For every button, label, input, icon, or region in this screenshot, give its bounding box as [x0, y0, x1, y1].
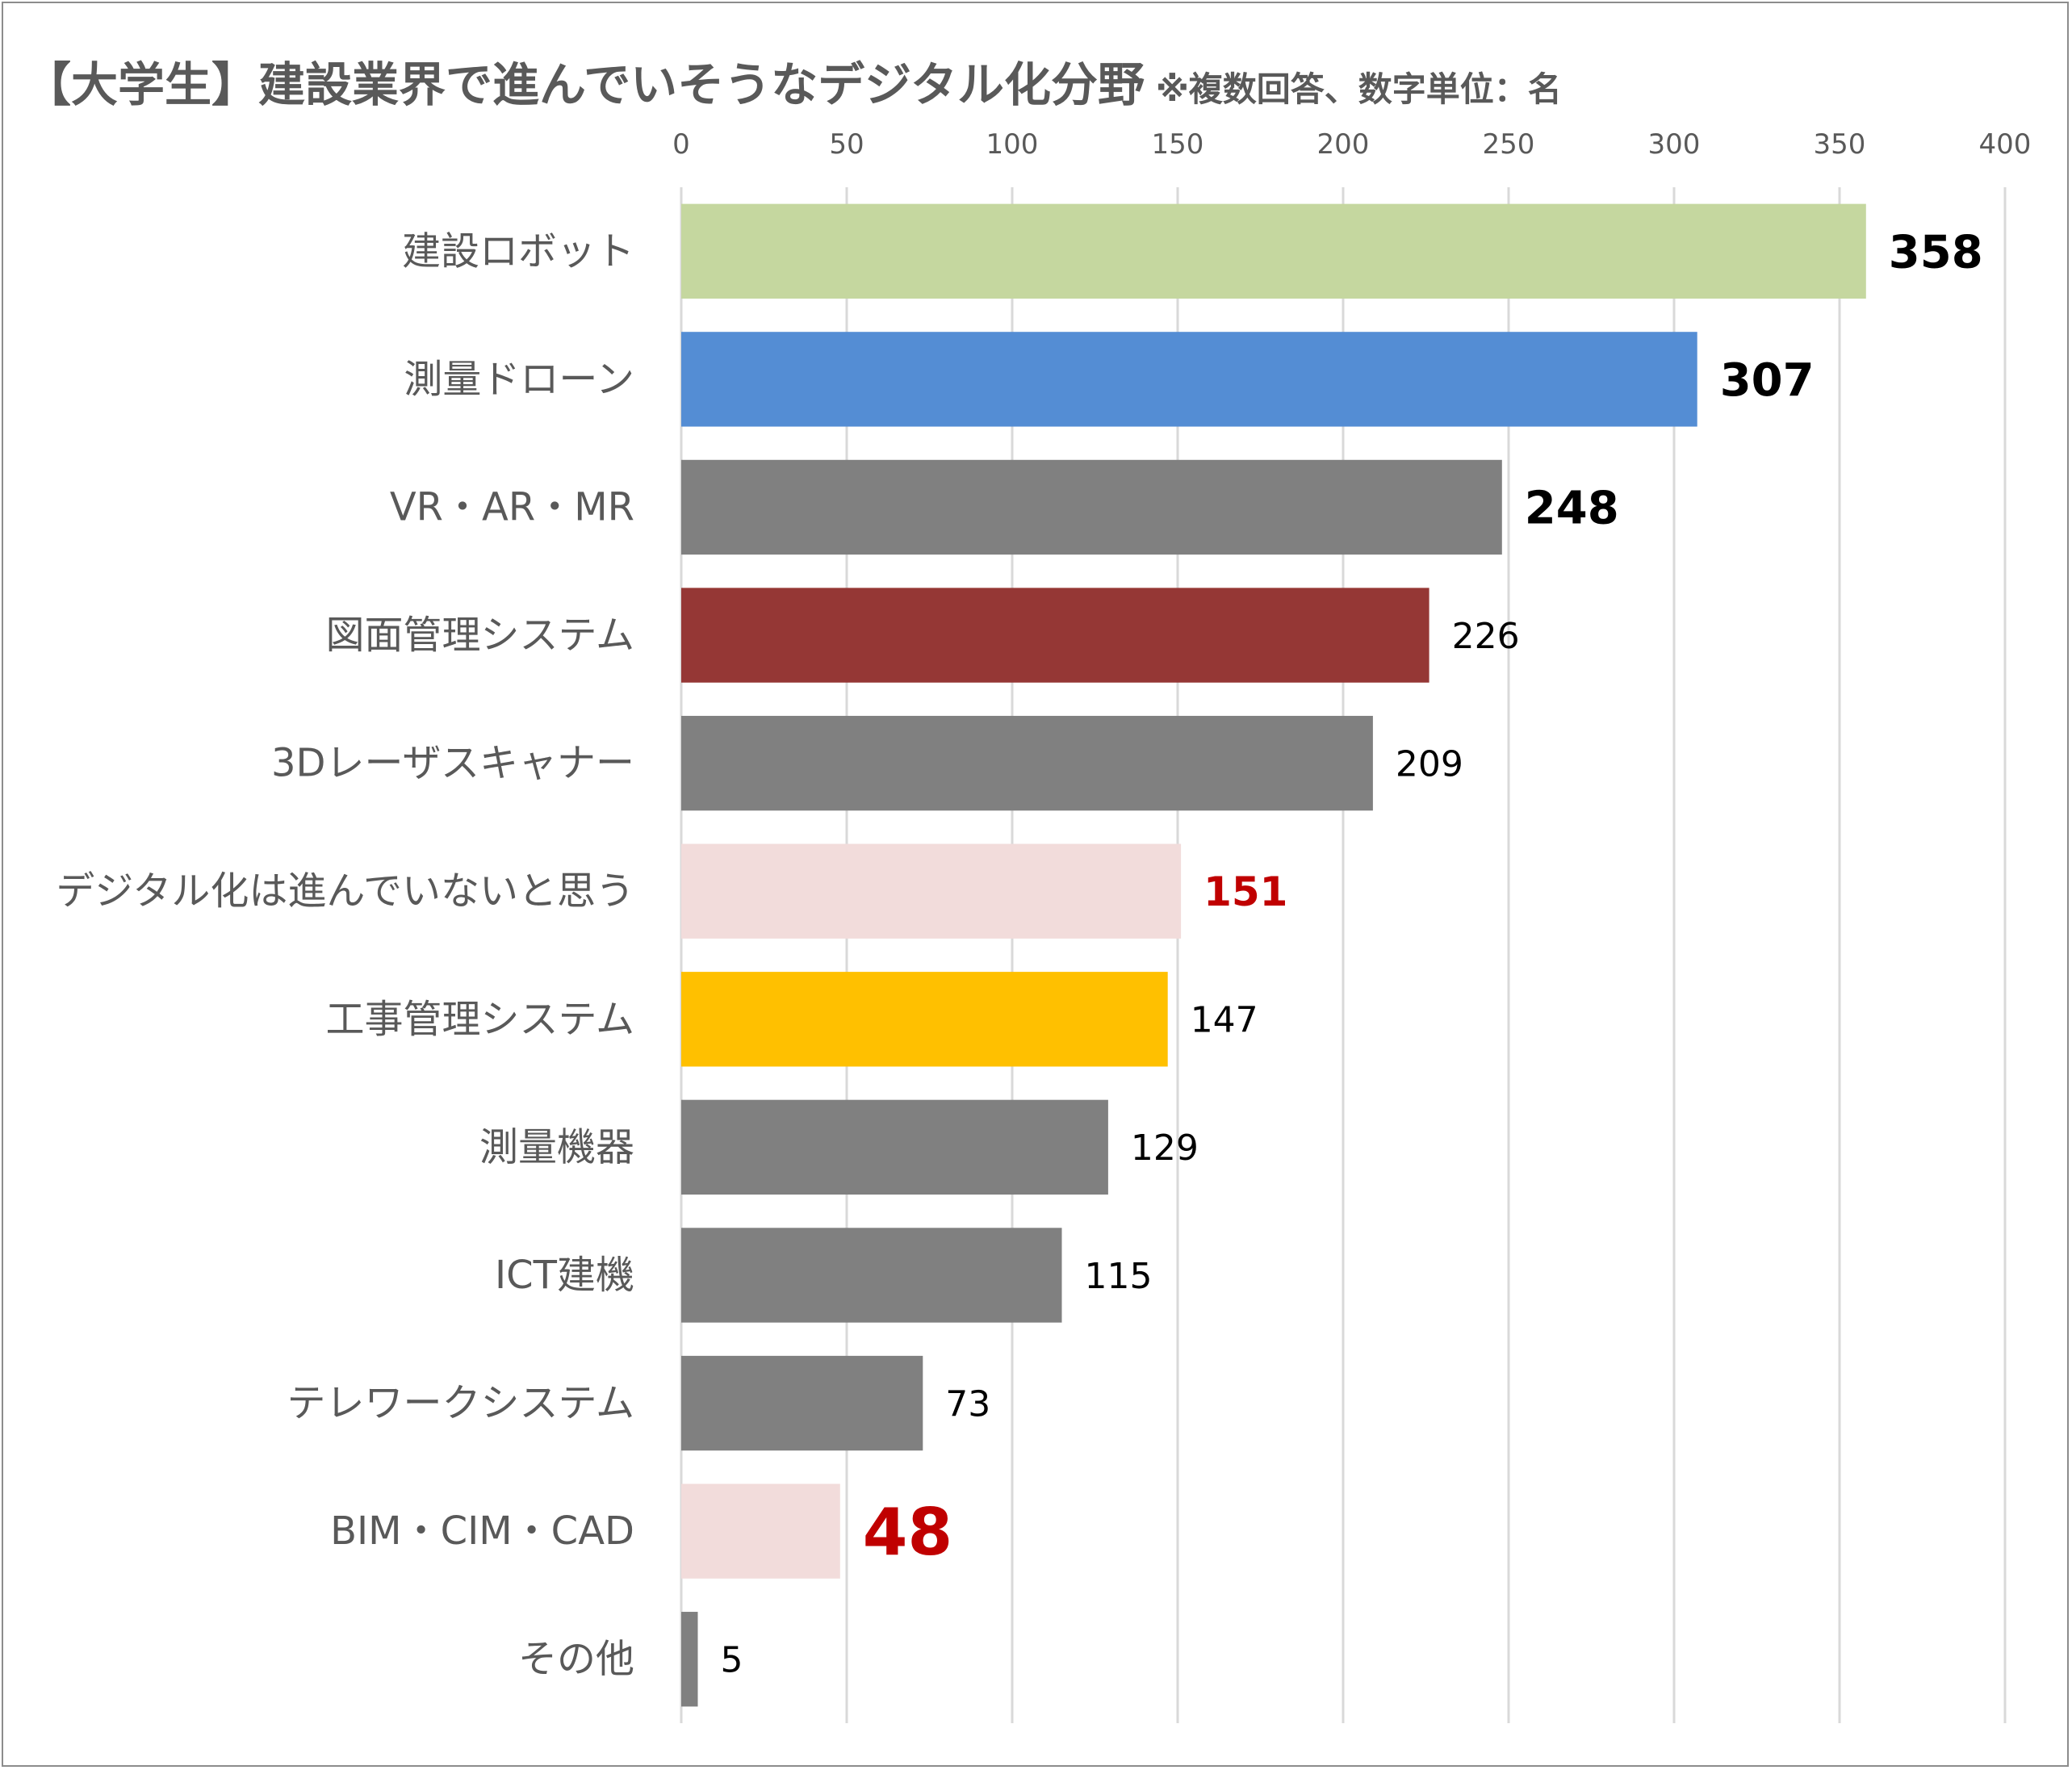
bar [681, 843, 1182, 939]
category-label: その他 [518, 1637, 634, 1682]
bar [681, 588, 1429, 683]
category-label: 図面管理システム [325, 613, 634, 658]
data-label: 307 [1720, 354, 1815, 407]
x-tick-label: 400 [1979, 128, 2032, 161]
chart-title-block: 【大学生】建設業界で進んでいそうなデジタル化分野 ※複数回答、数字単位：名 [24, 47, 1562, 115]
x-tick-label: 50 [829, 128, 864, 161]
bars [681, 203, 1866, 1707]
x-tick-label: 200 [1317, 128, 1370, 161]
x-tick-label: 250 [1483, 128, 1535, 161]
x-tick-label: 0 [672, 128, 690, 161]
category-label: ICT建機 [495, 1253, 634, 1298]
data-label: 248 [1525, 483, 1619, 535]
x-tick-label: 350 [1814, 128, 1866, 161]
bar [681, 715, 1373, 811]
category-label: テレワークシステム [287, 1381, 634, 1426]
x-axis-ticks: 0 50 100 150 200 250 300 350 400 [672, 128, 2031, 161]
bar [681, 1612, 698, 1707]
category-label: 測量機器 [479, 1124, 634, 1170]
data-label: 115 [1085, 1256, 1153, 1297]
data-label: 209 [1396, 743, 1463, 785]
category-label: 工事管理システム [325, 997, 634, 1042]
bar [681, 972, 1168, 1067]
data-label: 226 [1452, 616, 1520, 657]
value-labels: 358 307 248 226 209 151 147 129 115 73 48 5 [721, 226, 1983, 1680]
bar [681, 1099, 1108, 1195]
x-tick-label: 150 [1152, 128, 1204, 161]
gridlines [680, 187, 2007, 1723]
category-label: 測量ドローン [404, 357, 634, 402]
data-label: 129 [1131, 1128, 1199, 1169]
category-label: デジタル化は進んでいないと思う [56, 868, 634, 914]
bar [681, 1355, 923, 1451]
x-tick-label: 100 [986, 128, 1039, 161]
bar [681, 1228, 1062, 1323]
data-label: 151 [1203, 868, 1287, 915]
bar [681, 1483, 840, 1579]
category-label: 建設ロボット [402, 228, 634, 274]
x-tick-label: 300 [1648, 128, 1701, 161]
data-label: 5 [721, 1640, 743, 1681]
category-label: 3Dレーザスキャナー [271, 741, 634, 786]
bar [681, 332, 1697, 427]
data-label: 73 [945, 1383, 990, 1425]
bar [681, 459, 1502, 555]
category-label: BIM・CIM・CAD [330, 1508, 634, 1554]
data-label: 147 [1191, 1000, 1258, 1041]
data-label: 48 [863, 1495, 952, 1570]
category-label: VR・AR・MR [390, 484, 634, 529]
chart-subtitle: ※複数回答、数字単位：名 [1155, 69, 1562, 109]
bar [681, 203, 1866, 299]
data-label: 358 [1889, 226, 1983, 278]
chart-title: 【大学生】建設業界で進んでいそうなデジタル化分野 [24, 57, 1145, 112]
